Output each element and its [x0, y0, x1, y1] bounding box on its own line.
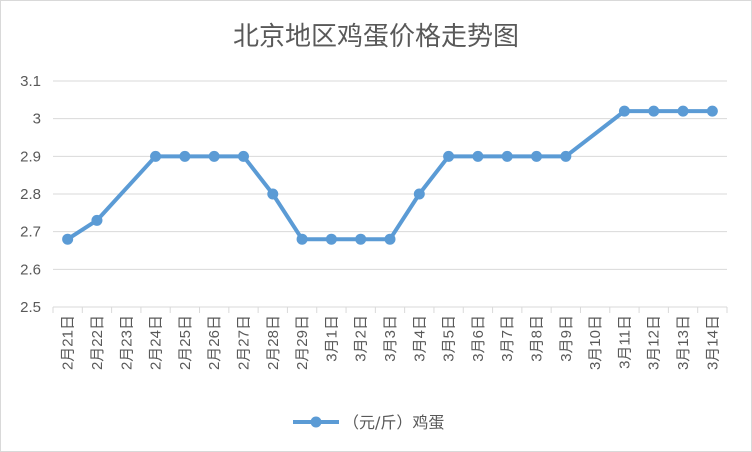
data-point	[267, 188, 279, 200]
series-line	[65, 109, 715, 242]
x-tick-label: 3月12日	[646, 315, 663, 370]
data-point	[237, 150, 249, 162]
data-point	[296, 233, 308, 245]
data-point	[531, 150, 543, 162]
x-tick-label: 3月6日	[470, 315, 487, 362]
data-point	[384, 233, 396, 245]
data-point	[325, 233, 337, 245]
x-tick-label: 3月13日	[675, 315, 692, 370]
data-point	[91, 214, 103, 226]
x-tick-label: 2月24日	[148, 315, 165, 370]
data-point	[443, 150, 455, 162]
x-tick-label: 3月5日	[441, 315, 458, 362]
x-tick-label: 2月25日	[177, 315, 194, 370]
legend-label: （元/斤）鸡蛋	[343, 413, 444, 432]
x-tick-label: 2月26日	[206, 315, 223, 370]
chart-title: 北京地区鸡蛋价格走势图	[233, 22, 519, 52]
data-point	[62, 233, 74, 245]
x-tick-label: 3月11日	[616, 315, 633, 369]
y-tick-label: 2.7	[20, 224, 41, 241]
data-point	[208, 150, 220, 162]
data-point	[413, 188, 425, 200]
x-tick-label: 3月10日	[587, 315, 604, 370]
data-point	[648, 105, 660, 117]
data-point	[706, 105, 718, 117]
x-axis-tick-labels: 2月21日 2月22日 2月23日 2月24日 2月25日 2月26日 2月27日 2月28日…	[60, 315, 722, 370]
x-tick-label: 2月21日	[60, 315, 77, 370]
y-tick-label: 2.9	[20, 148, 41, 165]
data-point	[677, 105, 689, 117]
x-tick-label: 3月2日	[353, 315, 370, 362]
x-tick-label: 3月7日	[499, 315, 516, 362]
data-point	[150, 150, 162, 162]
data-point	[560, 150, 572, 162]
x-tick-label: 2月28日	[265, 315, 282, 370]
series-layer	[62, 105, 718, 245]
y-tick-label: 3.1	[20, 73, 41, 90]
x-tick-label: 2月27日	[235, 315, 252, 370]
data-point	[618, 105, 630, 117]
data-point	[355, 233, 367, 245]
data-point	[472, 150, 484, 162]
y-tick-label: 2.8	[20, 186, 41, 203]
y-tick-label: 2.6	[20, 261, 41, 278]
x-tick-label: 3月9日	[558, 315, 575, 362]
x-tick-label: 3月14日	[704, 315, 721, 370]
y-tick-label: 3	[33, 111, 41, 128]
data-point	[179, 150, 191, 162]
x-tick-label: 2月29日	[294, 315, 311, 370]
x-tick-label: 2月22日	[89, 315, 106, 370]
legend-marker-swatch	[310, 416, 322, 428]
y-tick-label: 2.5	[20, 299, 41, 316]
x-tick-label: 3月3日	[382, 315, 399, 362]
data-point	[501, 150, 513, 162]
x-tick-label: 3月1日	[323, 315, 340, 362]
x-tick-label: 2月23日	[118, 315, 135, 370]
x-tick-label: 3月8日	[529, 315, 546, 362]
legend: （元/斤）鸡蛋	[293, 413, 444, 432]
x-tick-label: 3月4日	[411, 315, 428, 362]
y-axis-tick-labels: 2.5 2.6 2.7 2.8 2.9 3 3.1	[20, 73, 41, 316]
